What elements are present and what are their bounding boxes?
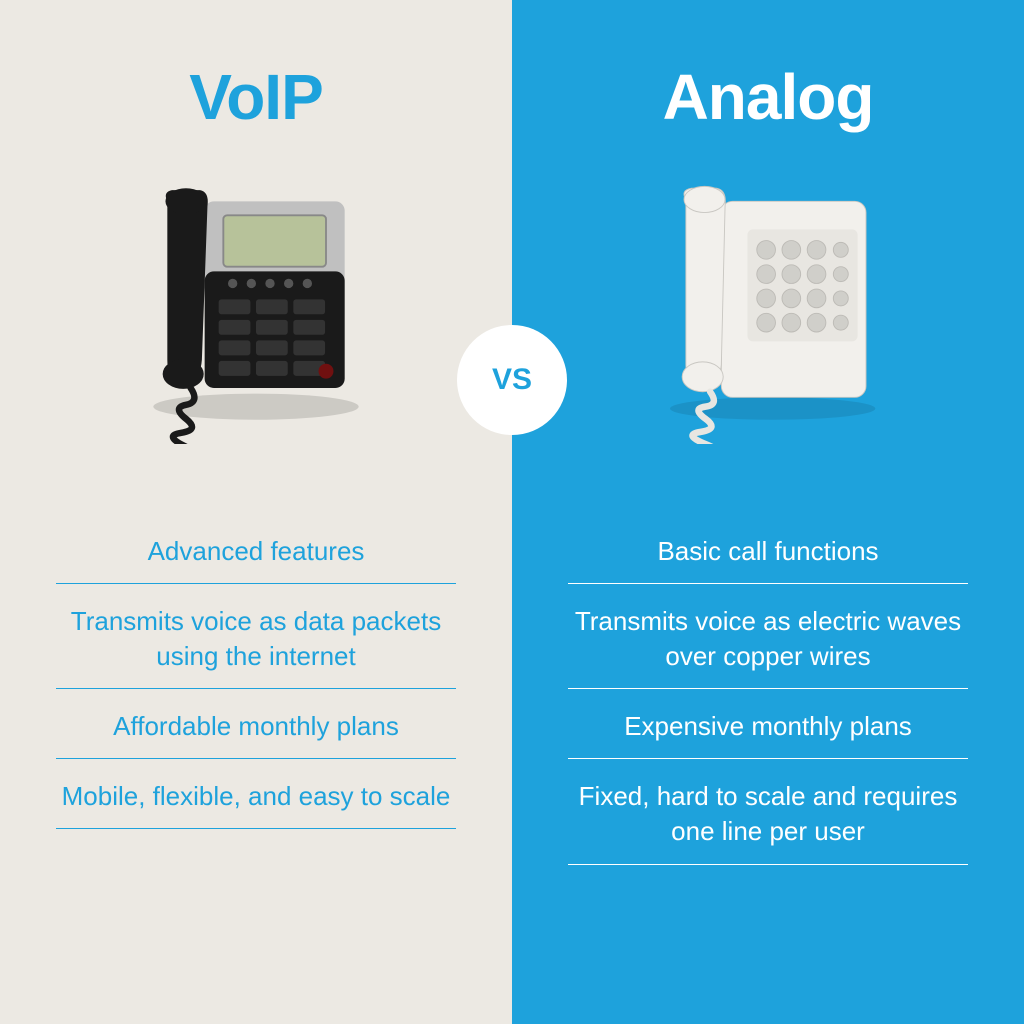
voip-feature-item: Transmits voice as data packets using th… (56, 584, 456, 689)
analog-title: Analog (663, 60, 874, 134)
voip-phone-icon (116, 164, 396, 444)
analog-panel: Analog (512, 0, 1024, 1024)
analog-feature-item: Expensive monthly plans (568, 689, 968, 759)
voip-feature-item: Mobile, flexible, and easy to scale (56, 759, 456, 829)
voip-feature-list: Advanced features Transmits voice as dat… (56, 514, 456, 829)
comparison-infographic: VoIP (0, 0, 1024, 1024)
analog-phone-icon (628, 164, 908, 444)
voip-panel: VoIP (0, 0, 512, 1024)
analog-feature-item: Transmits voice as electric waves over c… (568, 584, 968, 689)
analog-feature-item: Fixed, hard to scale and requires one li… (568, 759, 968, 864)
vs-label: VS (492, 363, 532, 397)
voip-feature-item: Affordable monthly plans (56, 689, 456, 759)
voip-feature-item: Advanced features (56, 514, 456, 584)
voip-title: VoIP (189, 60, 323, 134)
vs-badge: VS (457, 325, 567, 435)
analog-feature-item: Basic call functions (568, 514, 968, 584)
analog-feature-list: Basic call functions Transmits voice as … (568, 514, 968, 865)
voip-phone-illustration (106, 154, 406, 454)
analog-phone-illustration (618, 154, 918, 454)
